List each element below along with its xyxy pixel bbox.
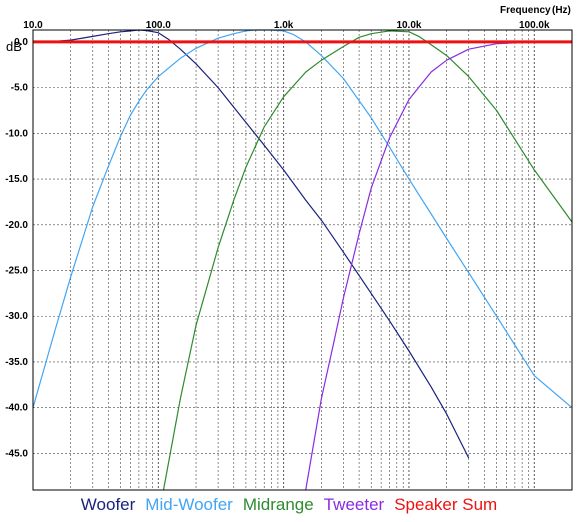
y-axis-label: dB: [6, 39, 22, 54]
x-tick-labels: 10.0 100.0 1.0k 10.0k 100.0k: [23, 20, 550, 31]
y-tick-label: -35.0: [5, 357, 28, 368]
legend-entry-tweeter: Tweeter: [323, 495, 385, 514]
y-tick-label: -10.0: [5, 128, 28, 139]
y-tick-label: -30.0: [5, 311, 28, 322]
legend-entry-midrange: Midrange: [242, 495, 314, 514]
x-tick-label: 100.0: [146, 20, 171, 31]
legend-entry-speaker-sum: Speaker Sum: [394, 495, 498, 514]
x-tick-label: 1.0k: [274, 20, 294, 31]
series-line-woofer: [55, 29, 470, 459]
series-line-mid-woofer: [32, 29, 573, 409]
series-line-tweeter: [305, 41, 549, 491]
x-axis-label: Frequency: [500, 5, 551, 16]
plot-frame: [32, 29, 573, 491]
grid-lines: [32, 30, 573, 490]
y-tick-label: -20.0: [5, 220, 28, 231]
plot-border: [32, 29, 573, 491]
x-tick-label: 100.0k: [519, 20, 550, 31]
y-tick-label: -25.0: [5, 266, 28, 277]
y-tick-label: -45.0: [5, 448, 28, 459]
y-tick-labels: 0.0 -5.0 -10.0 -15.0 -20.0 -25.0 -30.0 -35.0 -40…: [5, 37, 28, 460]
x-axis-unit: (Hz): [552, 5, 571, 16]
y-tick-label: -40.0: [5, 403, 28, 414]
legend-entry-mid-woofer: Mid-Woofer: [145, 495, 233, 514]
x-tick-label: 10.0k: [396, 20, 421, 31]
series-lines: [32, 29, 573, 491]
x-tick-label: 10.0: [23, 20, 43, 31]
y-tick-label: 0.0: [14, 37, 28, 48]
y-tick-label: -5.0: [11, 83, 29, 94]
chart-legend: Woofer Mid-Woofer Midrange Tweeter Speaker S…: [0, 495, 578, 515]
y-tick-label: -15.0: [5, 174, 28, 185]
legend-entry-woofer: Woofer: [80, 495, 136, 514]
